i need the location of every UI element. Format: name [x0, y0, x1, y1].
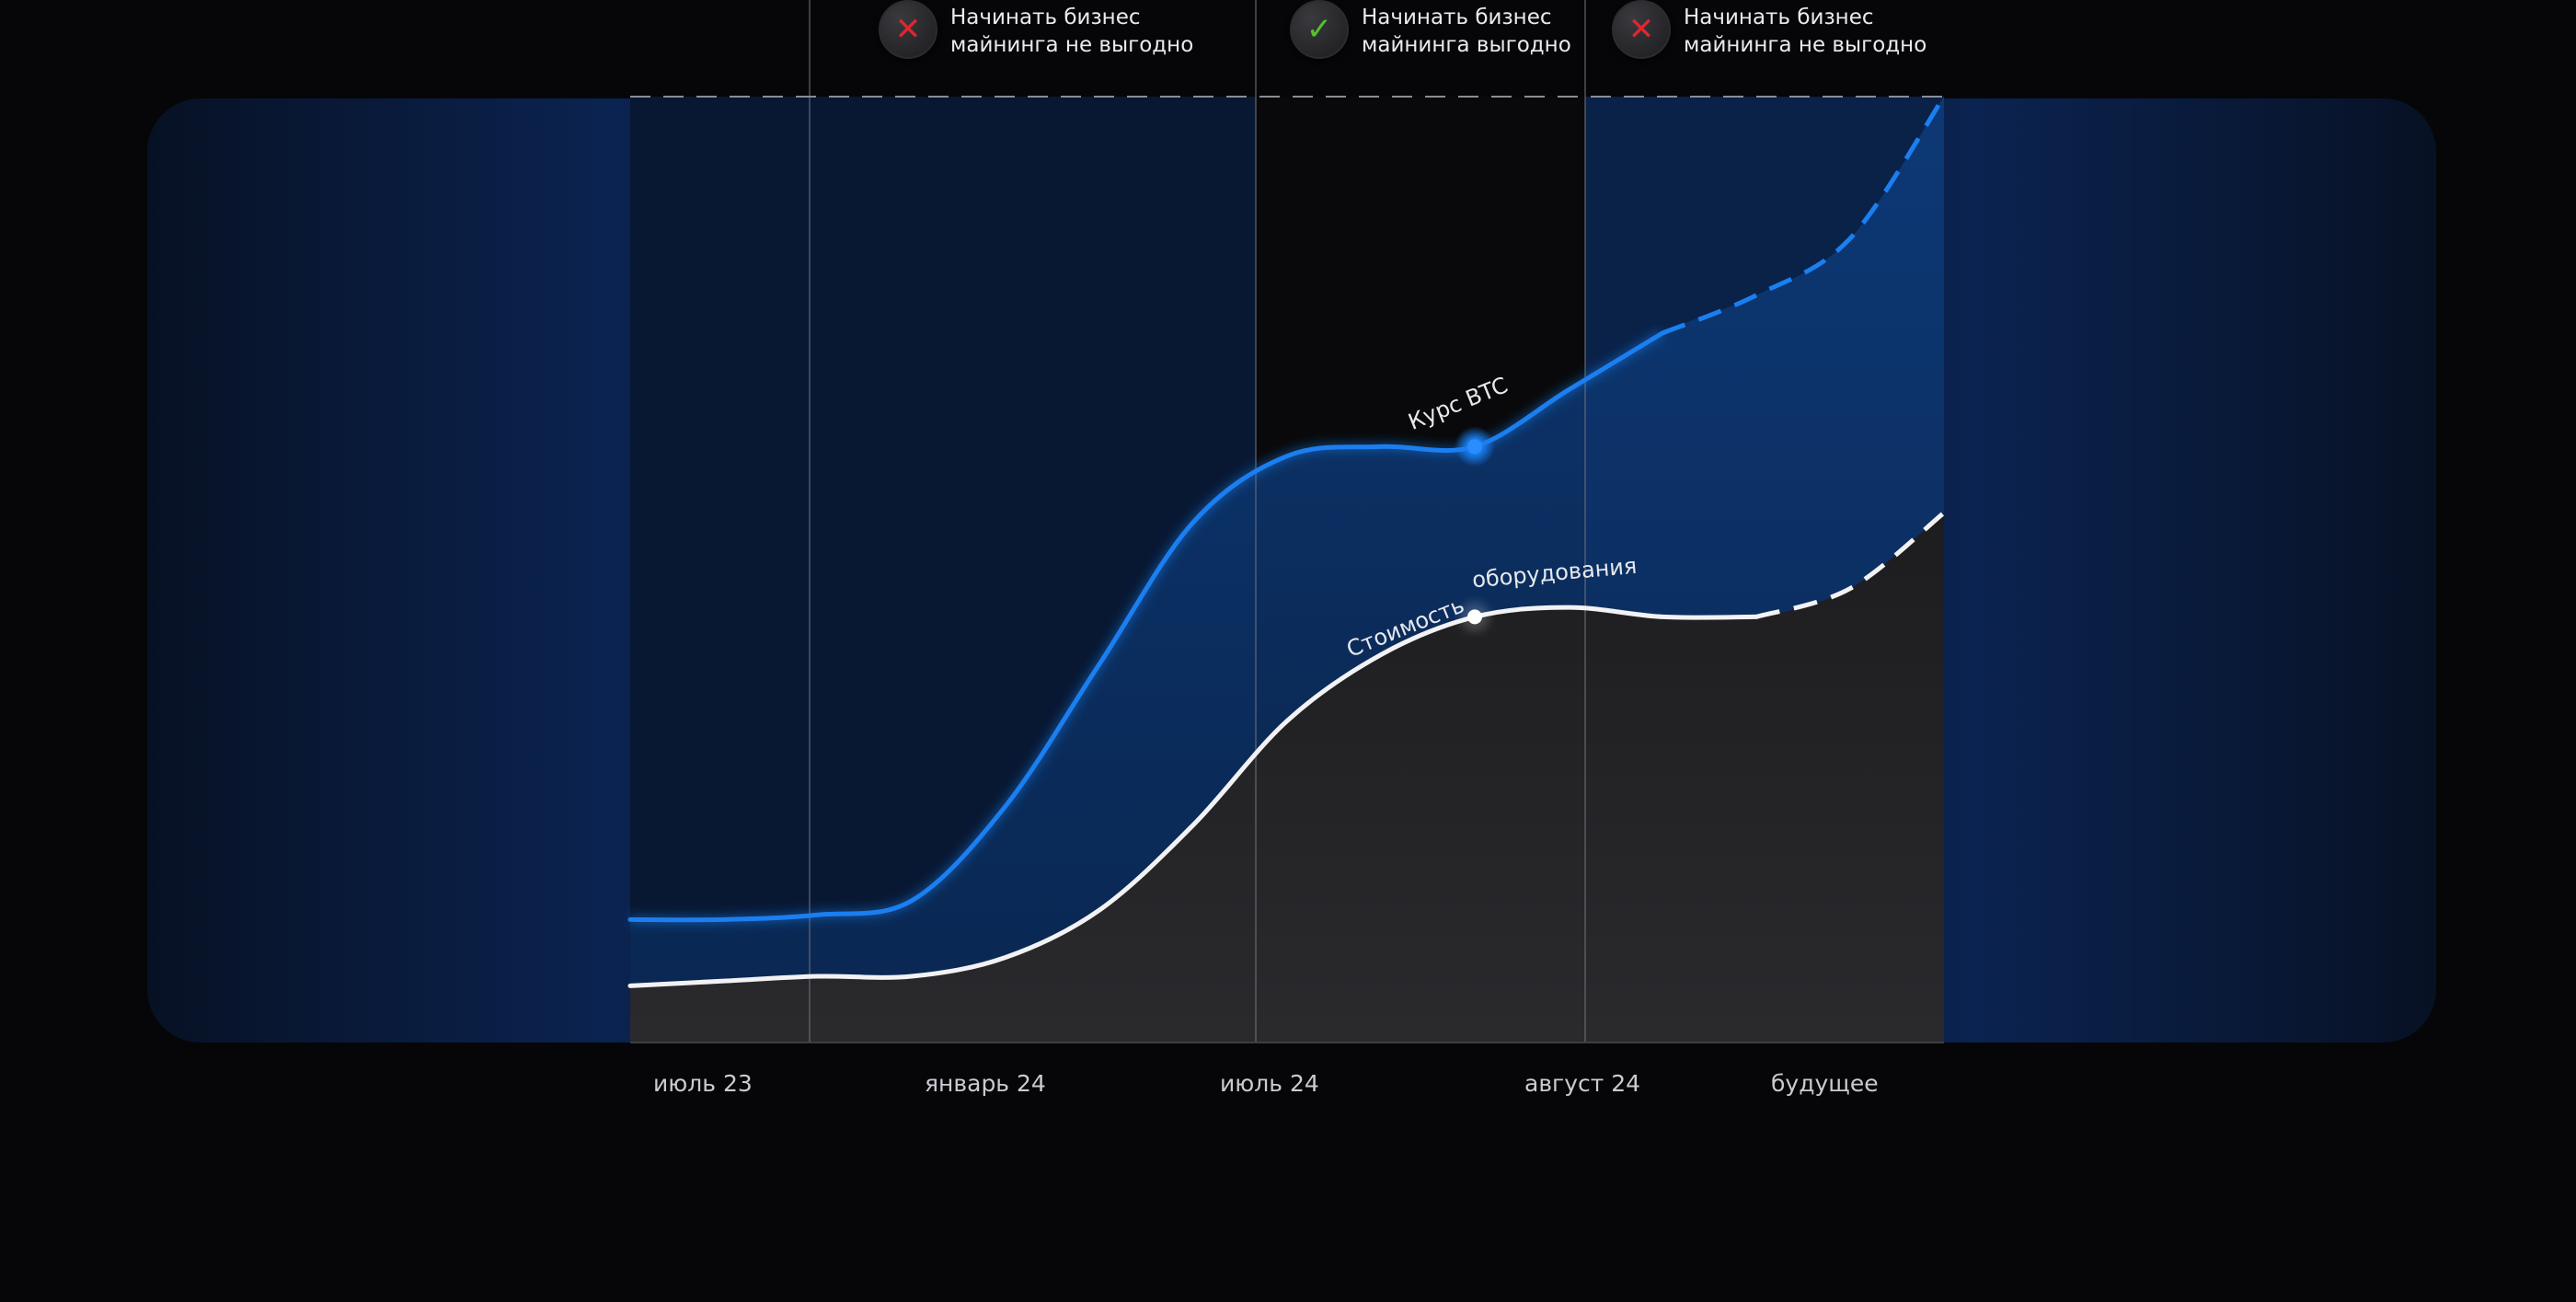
btc-equipment-band [630, 97, 1944, 986]
x-tick-label: июль 24 [1220, 1070, 1319, 1097]
cross-icon: ✕ [879, 0, 937, 59]
x-tick-label: будущее [1771, 1070, 1879, 1097]
x-tick-label: июль 23 [653, 1070, 753, 1097]
btc-series-projection [1662, 95, 1947, 336]
phase-unprofitable-1: ✕ Начинать бизнес майнинга не выгодно [879, 0, 1193, 59]
phase-unprofitable-2: ✕ Начинать бизнес майнинга не выгодно [1612, 0, 1926, 59]
x-tick-label: август 24 [1524, 1070, 1641, 1097]
x-tick-label: январь 24 [925, 1070, 1046, 1097]
equipment-marker [1467, 609, 1482, 625]
phase-profitable: ✓ Начинать бизнес майнинга выгодно [1290, 0, 1571, 59]
equipment-area [630, 513, 1944, 1043]
equipment-series-line [627, 605, 1759, 988]
phase-label: Начинать бизнес майнинга выгодно [1362, 6, 1571, 57]
btc-marker [1467, 439, 1482, 455]
phase-label: Начинать бизнес майнинга не выгодно [1684, 6, 1927, 57]
check-icon: ✓ [1290, 0, 1349, 59]
phase-label: Начинать бизнес майнинга не выгодно [950, 6, 1194, 57]
cross-icon: ✕ [1612, 0, 1671, 59]
equipment-series-projection [1755, 511, 1946, 619]
